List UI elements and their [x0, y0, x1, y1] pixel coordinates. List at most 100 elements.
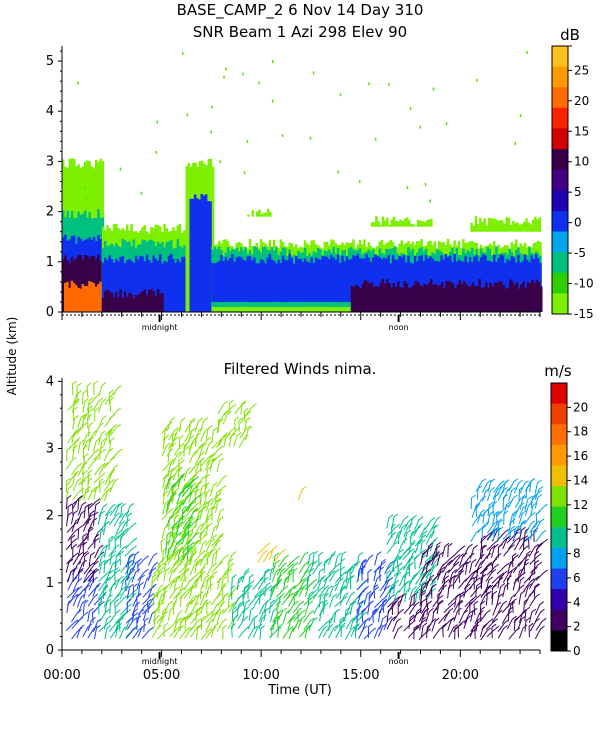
snr-cell	[354, 256, 357, 302]
snr-cell	[495, 262, 498, 302]
snr-speck	[424, 183, 427, 186]
wind-barb	[181, 485, 194, 498]
snr-cell	[519, 262, 522, 302]
wind-barb	[469, 544, 478, 559]
wind-barb	[292, 600, 305, 614]
wind-barb	[189, 561, 199, 576]
wind-barb	[448, 569, 457, 583]
wind-barb	[437, 584, 448, 599]
wind-barb	[141, 626, 154, 640]
wind-barb	[211, 622, 219, 637]
snr-cell	[64, 282, 67, 312]
snr-cell	[420, 255, 423, 302]
wind-barb	[88, 568, 100, 582]
wind-barb	[242, 599, 251, 614]
wind-barb	[413, 581, 426, 594]
winds-colorbar-frame	[550, 382, 568, 652]
winds-colorbar-swatch	[551, 383, 567, 405]
wind-barb	[70, 510, 78, 525]
snr-speck	[272, 60, 274, 64]
snr-cell	[277, 259, 280, 302]
wind-barb	[161, 442, 171, 457]
snr-cell	[484, 255, 487, 302]
snr-cell	[436, 286, 440, 312]
wind-barb	[170, 517, 184, 529]
wind-barb	[524, 496, 533, 511]
wind-barb	[507, 567, 517, 581]
wind-barb	[76, 510, 86, 524]
wind-barb	[137, 582, 144, 597]
wind-barb	[230, 585, 236, 600]
wind-barb	[377, 623, 387, 638]
wind-barb	[372, 608, 378, 623]
snr-y-tick-label: 4	[46, 104, 54, 119]
wind-barb	[245, 403, 257, 416]
snr-cell	[441, 282, 444, 312]
wind-barb	[524, 606, 531, 622]
wind-barb	[168, 427, 179, 441]
snr-speck	[281, 134, 284, 137]
winds-colorbar-tick-label: 12	[573, 498, 588, 512]
wind-barb	[182, 477, 194, 490]
wind-barb	[398, 524, 407, 539]
snr-cell	[427, 282, 431, 312]
snr-heatmap-cells	[62, 51, 543, 312]
wind-barb	[189, 570, 202, 583]
snr-cell	[381, 279, 385, 312]
wind-barb	[87, 607, 94, 623]
snr-cell	[422, 261, 426, 302]
wind-barb	[297, 615, 307, 629]
snr-cell	[308, 262, 311, 302]
wind-barb	[170, 531, 182, 545]
wind-barb	[216, 418, 224, 434]
snr-cell	[104, 257, 107, 312]
winds-x-tick-label: 15:00	[342, 668, 379, 683]
wind-barb	[124, 545, 137, 557]
wind-barb	[386, 616, 397, 630]
wind-barb	[398, 515, 409, 529]
wind-barb	[66, 568, 76, 583]
wind-barb	[277, 607, 288, 621]
wind-barb	[66, 495, 72, 510]
wind-barb	[93, 501, 101, 516]
wind-barb	[453, 607, 462, 622]
winds-colorbar-tick-label: 20	[573, 400, 588, 414]
wind-barb	[87, 498, 101, 510]
snr-cell	[392, 216, 396, 227]
snr-cell	[386, 279, 389, 312]
wind-barb	[93, 472, 106, 484]
wind-barb	[297, 607, 302, 622]
wind-barb	[201, 615, 206, 631]
snr-cell	[449, 255, 452, 302]
snr-cell	[394, 259, 397, 302]
wind-barb	[87, 616, 96, 631]
wind-barb	[448, 574, 456, 590]
winds-colorbar-swatch	[551, 465, 567, 487]
wind-barb	[432, 595, 444, 608]
wind-barb	[77, 501, 87, 516]
wind-barb	[524, 617, 531, 632]
wind-barb	[392, 608, 404, 622]
wind-barb	[83, 570, 96, 583]
wind-barb	[418, 530, 428, 545]
wind-barb	[408, 540, 416, 555]
winds-colorbar-swatch	[551, 589, 567, 611]
wind-barb	[287, 616, 296, 631]
wind-barb	[72, 437, 81, 452]
snr-cell	[330, 254, 333, 302]
wind-barb	[194, 417, 203, 432]
wind-barb	[186, 485, 198, 499]
wind-barb	[339, 592, 349, 606]
wind-barb	[227, 616, 238, 630]
snr-cell	[235, 257, 239, 302]
snr-cell	[378, 257, 382, 302]
wind-barb	[194, 475, 207, 488]
wind-barb	[183, 586, 195, 599]
wind-barb	[200, 457, 206, 472]
wind-barb	[82, 431, 91, 446]
wind-barb	[485, 618, 498, 631]
snr-cell	[260, 214, 263, 217]
wind-barb	[231, 623, 236, 638]
wind-barb	[393, 548, 404, 563]
